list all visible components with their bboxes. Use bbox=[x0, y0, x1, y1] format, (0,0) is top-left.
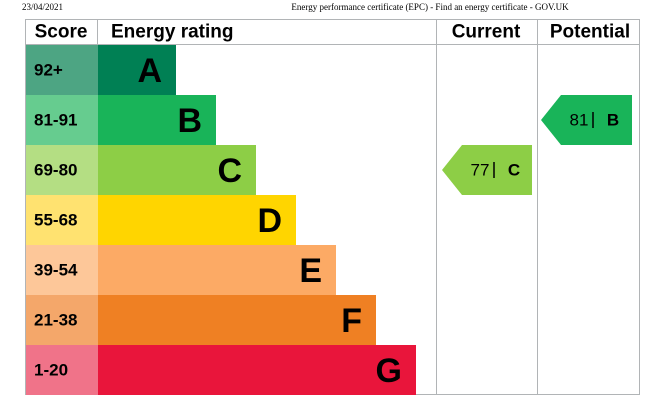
column-header: Energy rating bbox=[111, 22, 233, 43]
rating-letter: B bbox=[177, 102, 202, 140]
current-value: 77 bbox=[471, 161, 490, 180]
rating-letter: C bbox=[217, 152, 242, 190]
column-header: Potential bbox=[550, 22, 630, 43]
score-label: 39-54 bbox=[34, 261, 78, 280]
rating-bar bbox=[98, 95, 216, 145]
rating-bar bbox=[98, 145, 256, 195]
score-label: 21-38 bbox=[34, 311, 77, 330]
score-cell bbox=[26, 95, 98, 145]
score-label: 81-91 bbox=[34, 111, 77, 130]
rating-letter: D bbox=[257, 202, 282, 240]
score-label: 55-68 bbox=[34, 211, 77, 230]
rating-letter: A bbox=[137, 52, 162, 90]
score-cell bbox=[26, 345, 98, 395]
score-cell bbox=[26, 45, 98, 95]
rating-bar bbox=[98, 295, 376, 345]
potential-value: 81 bbox=[570, 111, 589, 130]
rating-bar bbox=[98, 345, 416, 395]
potential-arrow bbox=[541, 95, 632, 145]
score-cell bbox=[26, 195, 98, 245]
rating-letter: G bbox=[376, 352, 402, 390]
column-header: Current bbox=[452, 22, 521, 43]
score-label: 1-20 bbox=[34, 361, 68, 380]
column-header: Score bbox=[35, 22, 88, 43]
rating-letter: E bbox=[299, 252, 322, 290]
current-letter: C bbox=[508, 161, 520, 180]
rating-bar bbox=[98, 45, 176, 95]
score-cell bbox=[26, 245, 98, 295]
potential-letter: B bbox=[607, 111, 619, 130]
print-title: Energy performance certificate (EPC) - F… bbox=[291, 2, 569, 12]
print-date: 23/04/2021 bbox=[22, 2, 63, 12]
score-label: 69-80 bbox=[34, 161, 77, 180]
rating-letter: F bbox=[341, 302, 362, 340]
score-cell bbox=[26, 295, 98, 345]
rating-bar bbox=[98, 195, 296, 245]
current-arrow bbox=[442, 145, 532, 195]
score-label: 92+ bbox=[34, 61, 63, 80]
rating-bar bbox=[98, 245, 336, 295]
score-cell bbox=[26, 145, 98, 195]
